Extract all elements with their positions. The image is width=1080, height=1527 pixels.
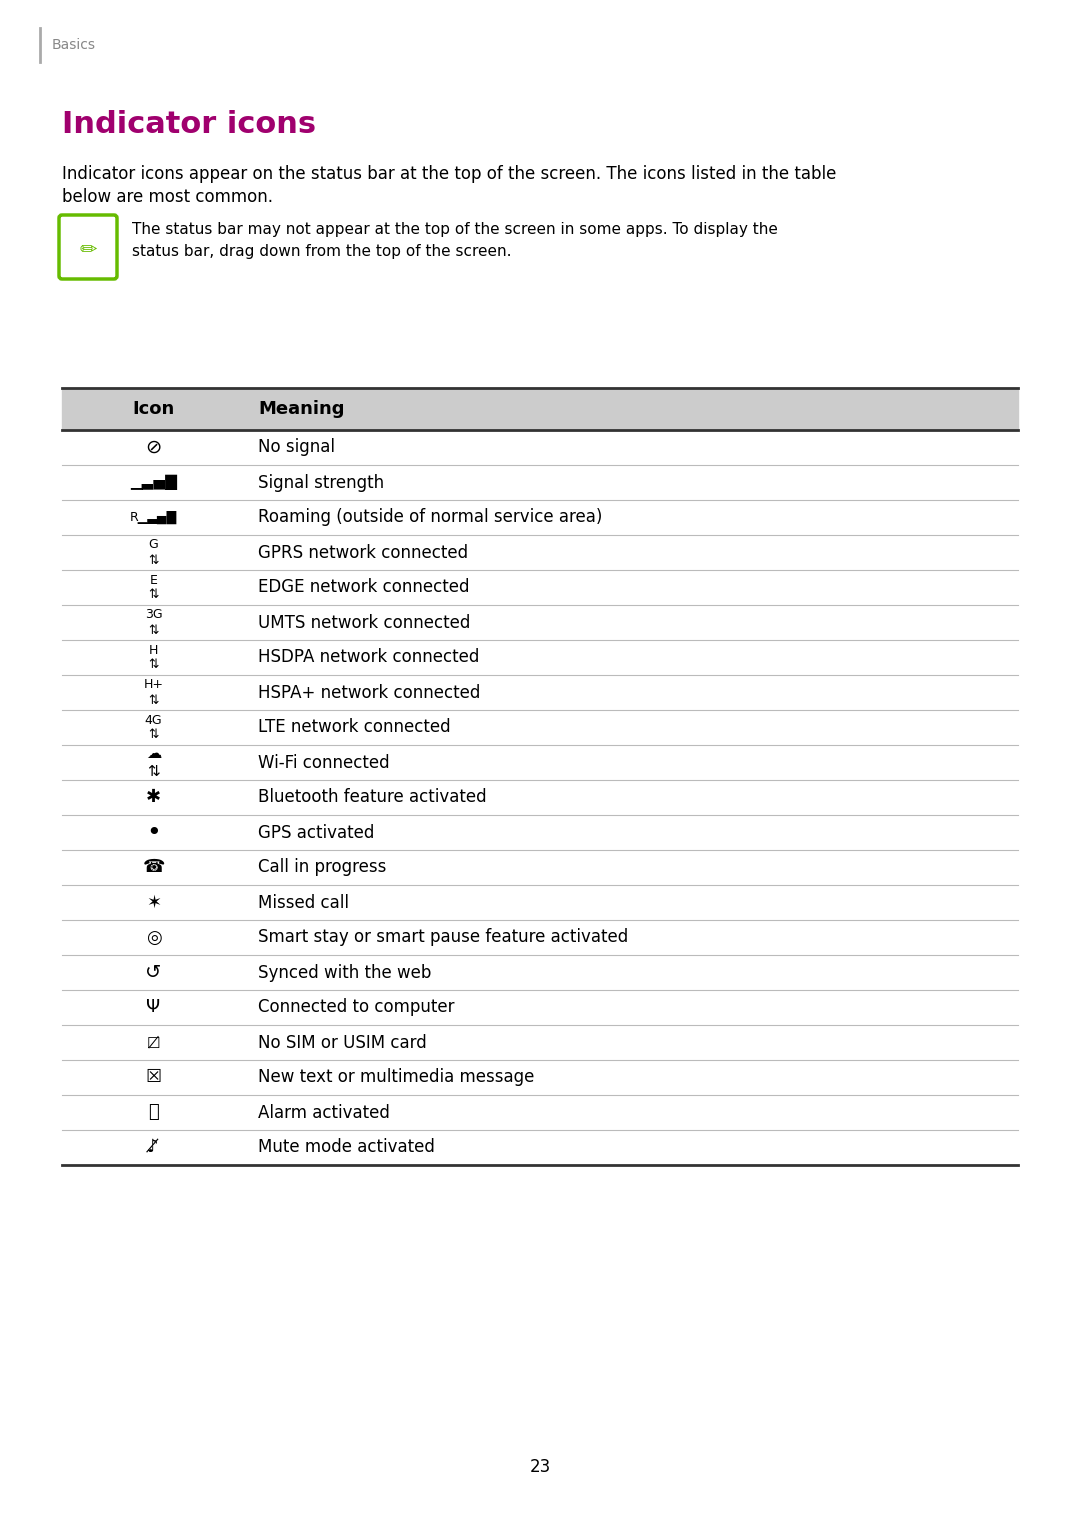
Text: Wi-Fi connected: Wi-Fi connected (258, 753, 390, 771)
Bar (62, 388, 1018, 431)
Text: ☁
⇅: ☁ ⇅ (146, 747, 161, 779)
Text: Signal strength: Signal strength (258, 473, 384, 492)
Text: R▁▃▅█: R▁▃▅█ (130, 512, 177, 524)
Text: ✶: ✶ (146, 893, 161, 912)
Text: Missed call: Missed call (258, 893, 349, 912)
Text: HSPA+ network connected: HSPA+ network connected (258, 684, 481, 701)
Text: Ψ: Ψ (147, 999, 161, 1017)
Text: New text or multimedia message: New text or multimedia message (258, 1069, 535, 1087)
Text: status bar, drag down from the top of the screen.: status bar, drag down from the top of th… (132, 244, 512, 260)
Text: Bluetooth feature activated: Bluetooth feature activated (258, 788, 487, 806)
Text: No signal: No signal (258, 438, 335, 457)
Text: Alarm activated: Alarm activated (258, 1104, 390, 1121)
Text: 3G
⇅: 3G ⇅ (145, 608, 162, 637)
Text: G
⇅: G ⇅ (148, 539, 159, 567)
Text: 4G
⇅: 4G ⇅ (145, 713, 162, 742)
Text: Indicator icons: Indicator icons (62, 110, 316, 139)
Text: H+
⇅: H+ ⇅ (144, 678, 163, 707)
Text: No SIM or USIM card: No SIM or USIM card (258, 1034, 427, 1052)
Text: Call in progress: Call in progress (258, 858, 387, 876)
Text: Mute mode activated: Mute mode activated (258, 1139, 435, 1156)
Text: ⊘: ⊘ (146, 438, 162, 457)
Text: E
⇅: E ⇅ (148, 574, 159, 602)
Text: GPS activated: GPS activated (258, 823, 375, 841)
Text: ☎: ☎ (143, 858, 164, 876)
Text: Synced with the web: Synced with the web (258, 964, 431, 982)
Text: ☒: ☒ (146, 1069, 162, 1087)
Text: 23: 23 (529, 1458, 551, 1477)
FancyBboxPatch shape (59, 215, 117, 279)
Text: ✏: ✏ (79, 240, 97, 260)
Text: Basics: Basics (52, 38, 96, 52)
Text: Icon: Icon (133, 400, 175, 418)
Text: Indicator icons appear on the status bar at the top of the screen. The icons lis: Indicator icons appear on the status bar… (62, 165, 836, 183)
Text: ◎: ◎ (146, 928, 161, 947)
Text: EDGE network connected: EDGE network connected (258, 579, 470, 597)
Text: GPRS network connected: GPRS network connected (258, 544, 468, 562)
Text: ⏰: ⏰ (148, 1104, 159, 1121)
Text: ☐̸: ☐̸ (147, 1035, 160, 1051)
Text: ✱: ✱ (146, 788, 161, 806)
Text: below are most common.: below are most common. (62, 188, 273, 206)
Text: •: • (146, 820, 161, 844)
Text: ▁▃▅█: ▁▃▅█ (130, 475, 177, 490)
Text: ♪̸: ♪̸ (148, 1139, 159, 1156)
Text: Roaming (outside of normal service area): Roaming (outside of normal service area) (258, 508, 603, 527)
Text: UMTS network connected: UMTS network connected (258, 614, 471, 632)
Text: H
⇅: H ⇅ (148, 643, 159, 672)
Text: ↺: ↺ (146, 964, 162, 982)
Text: Smart stay or smart pause feature activated: Smart stay or smart pause feature activa… (258, 928, 629, 947)
Text: Connected to computer: Connected to computer (258, 999, 455, 1017)
Text: The status bar may not appear at the top of the screen in some apps. To display : The status bar may not appear at the top… (132, 221, 778, 237)
Text: HSDPA network connected: HSDPA network connected (258, 649, 480, 666)
Text: Meaning: Meaning (258, 400, 345, 418)
Text: LTE network connected: LTE network connected (258, 719, 450, 736)
